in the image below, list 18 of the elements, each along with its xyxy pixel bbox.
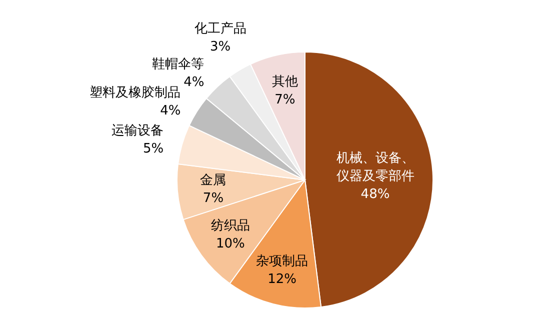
slice-label: 纺织品 [210,218,250,234]
slice-label: 塑料及橡胶制品 [90,84,181,101]
data-label: 12% [268,272,297,287]
slice-label: 机械、设备、仪器及零部件 [336,151,414,184]
data-label: 10% [216,236,245,252]
data-label: 3% [210,39,231,54]
data-label: 5% [143,141,164,156]
slice-label: 金属 [200,173,226,188]
data-label: 7% [274,92,296,108]
slice-label: 其他 [272,74,298,90]
data-label: 4% [160,104,181,119]
slice-label: 化工产品 [194,21,246,36]
slice-label: 鞋帽伞等 [152,57,204,72]
slice-label: 运输设备 [112,123,164,138]
data-label: 4% [184,75,204,90]
data-label: 7% [202,191,224,206]
slice-label: 杂项制品 [256,254,308,269]
data-label: 48% [360,187,390,202]
